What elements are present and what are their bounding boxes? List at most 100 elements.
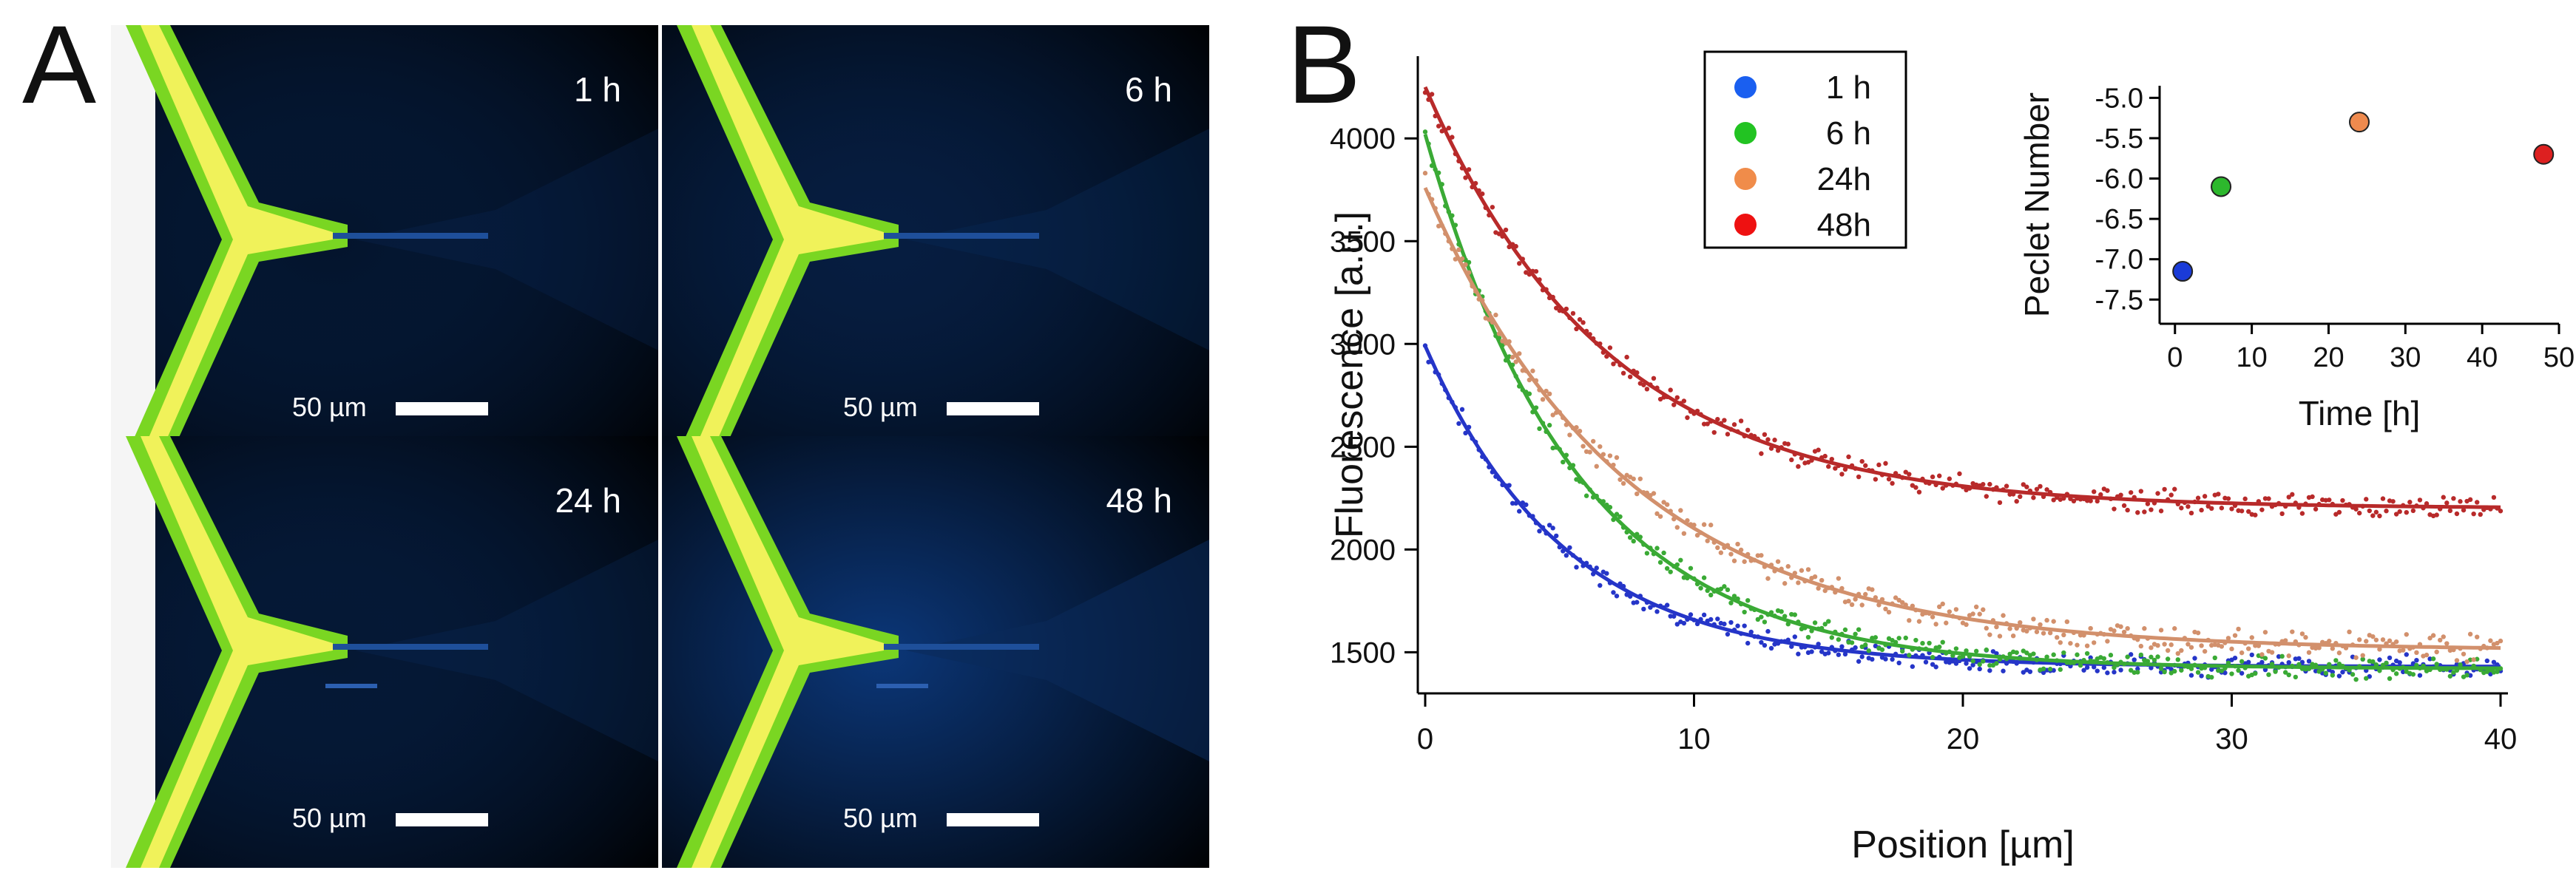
data-point <box>2145 501 2151 506</box>
data-point <box>1883 656 1888 662</box>
data-point <box>2353 506 2359 512</box>
data-point <box>2105 670 2110 676</box>
data-point <box>2138 643 2144 649</box>
x-tick-label: 30 <box>2215 723 2248 755</box>
scale-bar <box>947 402 1039 415</box>
data-point <box>2027 669 2033 674</box>
y-tick-label: 3500 <box>1330 225 1396 258</box>
data-point <box>2330 669 2336 675</box>
data-point <box>2283 638 2288 643</box>
data-point <box>1923 659 1929 665</box>
data-point <box>1554 305 1559 310</box>
data-point <box>2290 492 2295 497</box>
channel-core <box>692 436 884 868</box>
data-point <box>2168 492 2174 497</box>
data-point <box>2367 508 2372 514</box>
data-point <box>2199 507 2204 513</box>
data-point <box>1533 268 1539 274</box>
data-point <box>1681 398 1687 404</box>
data-point <box>2084 665 2090 670</box>
data-point <box>1829 635 1834 640</box>
legend-label: 1 h <box>1826 69 1871 106</box>
data-point <box>1953 661 1959 666</box>
data-point <box>2336 509 2342 515</box>
data-point <box>1755 616 1761 622</box>
data-point <box>2158 509 2164 514</box>
data-point <box>2447 673 2453 679</box>
data-point <box>2125 625 2130 631</box>
data-point <box>2417 673 2423 678</box>
data-point <box>1524 502 1529 507</box>
data-point <box>2018 619 2023 625</box>
micrograph-6h: 6 h 50 µm <box>662 25 1209 457</box>
data-point <box>1796 463 1801 469</box>
data-point <box>1701 612 1707 618</box>
data-point <box>2330 646 2336 651</box>
data-point <box>1708 616 1714 622</box>
data-point <box>1907 618 1912 623</box>
data-point <box>2350 672 2356 677</box>
data-point <box>2098 492 2103 497</box>
data-point <box>1987 668 1992 673</box>
data-point <box>2380 496 2386 501</box>
data-point <box>2266 496 2271 501</box>
data-point <box>2179 506 2184 511</box>
data-point <box>1947 609 1953 614</box>
data-point <box>1503 227 1509 233</box>
inlet-wall <box>111 436 155 868</box>
data-point <box>2024 628 2029 634</box>
data-point <box>1701 575 1707 580</box>
data-point <box>1930 614 1936 619</box>
data-point <box>1822 622 1828 627</box>
micrograph-48h: 48 h 50 µm <box>662 436 1209 868</box>
data-point <box>1973 604 1979 610</box>
data-point <box>1933 665 1938 670</box>
data-point <box>2447 508 2453 514</box>
data-point <box>2404 509 2409 515</box>
data-point <box>2078 662 2083 668</box>
scale-bar-label: 50 µm <box>292 803 367 833</box>
data-point <box>1705 538 1710 543</box>
data-point <box>1708 592 1714 598</box>
data-point <box>1883 461 1888 466</box>
data-point <box>1883 606 1888 612</box>
data-point <box>2175 657 2180 662</box>
data-point <box>1970 662 1975 668</box>
data-point <box>2333 658 2339 663</box>
data-point <box>2165 656 2171 662</box>
data-point <box>2387 655 2393 661</box>
data-point <box>1722 621 1727 627</box>
data-point <box>1718 550 1724 555</box>
data-point <box>1587 449 1592 455</box>
data-point <box>2364 497 2369 502</box>
data-point <box>2310 494 2315 500</box>
x-tick-label: 0 <box>1417 723 1433 755</box>
data-point <box>2495 640 2500 646</box>
data-point <box>2162 642 2167 647</box>
data-point <box>2162 669 2167 675</box>
inset-point <box>2211 176 2232 197</box>
data-point <box>2195 495 2201 500</box>
data-point <box>1873 635 1879 640</box>
data-point <box>2155 491 2160 496</box>
data-point <box>1789 644 1794 649</box>
data-point <box>1987 632 1992 637</box>
data-point <box>1738 418 1744 424</box>
data-point <box>2219 506 2225 511</box>
data-point <box>1436 123 1441 129</box>
data-point <box>1913 637 1919 643</box>
data-point <box>1916 489 1922 495</box>
data-point <box>2034 486 2040 492</box>
data-point <box>2242 496 2248 502</box>
data-point <box>1725 432 1731 437</box>
data-point <box>1765 628 1771 634</box>
data-point <box>1668 569 1673 574</box>
data-point <box>2145 659 2151 664</box>
data-point <box>2084 650 2090 656</box>
data-point <box>2236 668 2241 673</box>
data-point <box>2105 639 2110 644</box>
data-point <box>1896 597 1901 603</box>
inset-y-axis-title: Peclet Number <box>2018 92 2056 317</box>
inset-y-tick-label: -6.5 <box>2095 204 2143 235</box>
